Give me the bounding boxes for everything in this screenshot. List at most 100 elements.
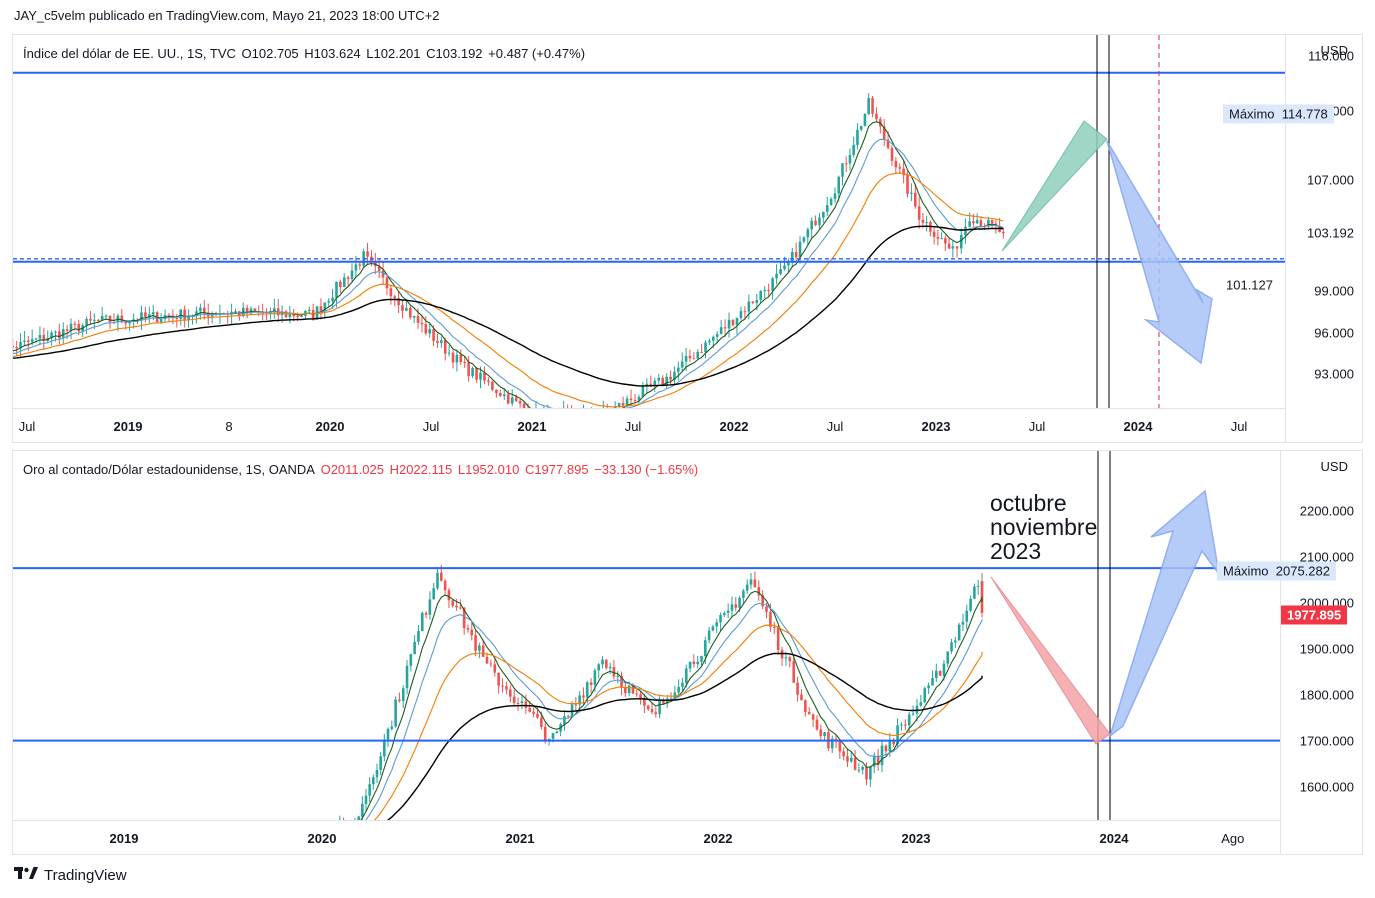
gold-candle-body xyxy=(597,664,600,671)
publisher-header: JAY_c5velm publicado en TradingView.com,… xyxy=(14,8,440,23)
gold-candle-body xyxy=(749,579,753,585)
gold-candle-body xyxy=(643,698,646,706)
gold-candle-body xyxy=(528,707,532,712)
dxy-candle-body xyxy=(794,251,798,258)
tradingview-logo-icon[interactable] xyxy=(14,866,38,884)
dxy-time-label-3: 2020 xyxy=(315,419,345,434)
dxy-change: +0.487 (+0.47%) xyxy=(488,46,586,61)
dxy-candle-body xyxy=(183,309,186,320)
dxy-time-label-2: 8 xyxy=(225,419,233,434)
dxy-candle-body xyxy=(506,394,510,404)
gold-candle-body xyxy=(566,716,570,718)
gold-candle-body xyxy=(796,682,799,695)
gold-chart-pane[interactable]: Oro al contado/Dólar estadounidense, 1S,… xyxy=(12,450,1363,855)
dxy-candle-body xyxy=(955,246,959,249)
dxy-title: Índice del dólar de EE. UU., 1S, TVC xyxy=(23,46,236,61)
gold-candle-body xyxy=(726,610,730,614)
dxy-candle-body xyxy=(787,261,790,266)
dxy-price-axis[interactable]: USD 116.000112.000107.000103.19299.00096… xyxy=(1285,35,1362,442)
gold-price-axis[interactable]: USD 2200.000 2100.000 2000.000 1900.000 1800… xyxy=(1280,451,1362,854)
dxy-candle-body xyxy=(825,205,829,212)
dxy-time-axis[interactable]: Jul 2019 8 2020 Jul 2021 Jul 2022 Jul 2023 Jul 2024… xyxy=(13,408,1286,442)
gold-candle-body xyxy=(957,624,961,641)
dxy-candle-body xyxy=(882,126,886,140)
dxy-candle-body xyxy=(677,367,680,372)
gold-candle-body xyxy=(512,696,516,703)
gold-candle-body xyxy=(372,777,375,785)
dxy-candle-body xyxy=(273,308,276,312)
dxy-candle-body xyxy=(719,327,723,335)
dxy-candle-body xyxy=(755,300,759,304)
gold-candle-body xyxy=(574,704,578,706)
dxy-candle-body xyxy=(307,309,311,311)
dxy-candle-body xyxy=(979,220,983,227)
dxy-candle-body xyxy=(514,397,518,401)
dxy-candle-body xyxy=(463,362,466,364)
dxy-candle-body xyxy=(894,160,898,168)
gold-max-pill: Máximo 2075.282 xyxy=(1217,561,1336,581)
dxy-candle-body xyxy=(844,163,848,165)
dxy-candle-body xyxy=(688,355,692,359)
gold-candle-body xyxy=(582,695,585,698)
gold-candle-body xyxy=(723,613,726,615)
dxy-candles xyxy=(13,93,1005,409)
dxy-candle-body xyxy=(747,301,751,312)
gold-candle-body xyxy=(451,600,455,606)
gold-candle-body xyxy=(711,626,715,631)
gold-candle-body xyxy=(493,664,497,673)
gold-time-label-4: 2023 xyxy=(901,831,931,846)
gold-candle-body xyxy=(462,607,466,629)
dxy-plot-area[interactable] xyxy=(13,35,1286,409)
dxy-candle-body xyxy=(120,315,124,322)
gold-candle-body xyxy=(892,740,895,745)
gold-candle-body xyxy=(624,687,627,694)
gold-candle-body xyxy=(846,756,849,762)
dxy-candle-body xyxy=(85,318,88,326)
dxy-candle-body xyxy=(906,175,909,194)
dxy-ema-mid-line xyxy=(13,138,1004,409)
dxy-candle-body xyxy=(34,338,38,340)
dxy-candle-body xyxy=(669,376,672,380)
gold-plot-area[interactable] xyxy=(13,451,1281,821)
dxy-candle-body xyxy=(711,336,715,341)
gold-candle-body xyxy=(605,659,608,668)
dxy-candle-body xyxy=(420,322,424,325)
dxy-candle-body xyxy=(913,192,917,207)
dxy-candle-body xyxy=(296,316,299,318)
dxy-candle-body xyxy=(167,315,171,317)
gold-candle-body xyxy=(417,631,420,642)
dxy-candle-body xyxy=(440,340,443,343)
dxy-legend: Índice del dólar de EE. UU., 1S, TVC O10… xyxy=(23,46,587,61)
dxy-candle-body xyxy=(739,311,743,318)
dxy-candle-body xyxy=(759,290,763,301)
gold-time-label-3: 2022 xyxy=(703,831,733,846)
dxy-candle-body xyxy=(936,236,940,239)
gold-time-axis[interactable]: 2019 2020 2021 2022 2023 2024 Ago xyxy=(13,820,1281,854)
gold-open: O2011.025 xyxy=(320,462,384,477)
dxy-candle-body xyxy=(50,332,53,339)
dxy-candle-body xyxy=(829,198,833,206)
dxy-candle-body xyxy=(802,237,806,242)
gold-candle-body xyxy=(684,668,688,683)
dxy-candle-body xyxy=(767,290,770,292)
gold-candle-body xyxy=(730,604,734,611)
gold-candle-body xyxy=(857,769,861,771)
gold-candle-body xyxy=(646,705,650,710)
gold-candle-body xyxy=(501,685,504,687)
dxy-candle-body xyxy=(342,277,346,287)
gold-candle-body xyxy=(505,686,508,690)
gold-candle-body xyxy=(662,700,665,704)
gold-candle-body xyxy=(436,572,439,589)
dxy-chart-pane[interactable]: Índice del dólar de EE. UU., 1S, TVC O10… xyxy=(12,34,1363,443)
gold-candle-body xyxy=(455,605,458,608)
dxy-time-label-4: Jul xyxy=(422,419,440,434)
dxy-currency-label: USD xyxy=(1320,43,1348,58)
gold-time-label-0: 2019 xyxy=(109,831,139,846)
dxy-candle-body xyxy=(339,281,342,287)
annotation-line2: noviembre xyxy=(990,514,1098,540)
dxy-ytick-3: 103.192 xyxy=(1307,225,1354,241)
dxy-candle-body xyxy=(641,386,645,397)
gold-ytick-4: 1800.000 xyxy=(1299,687,1354,703)
dxy-candle-body xyxy=(944,238,947,244)
dxy-candle-body xyxy=(867,98,870,115)
